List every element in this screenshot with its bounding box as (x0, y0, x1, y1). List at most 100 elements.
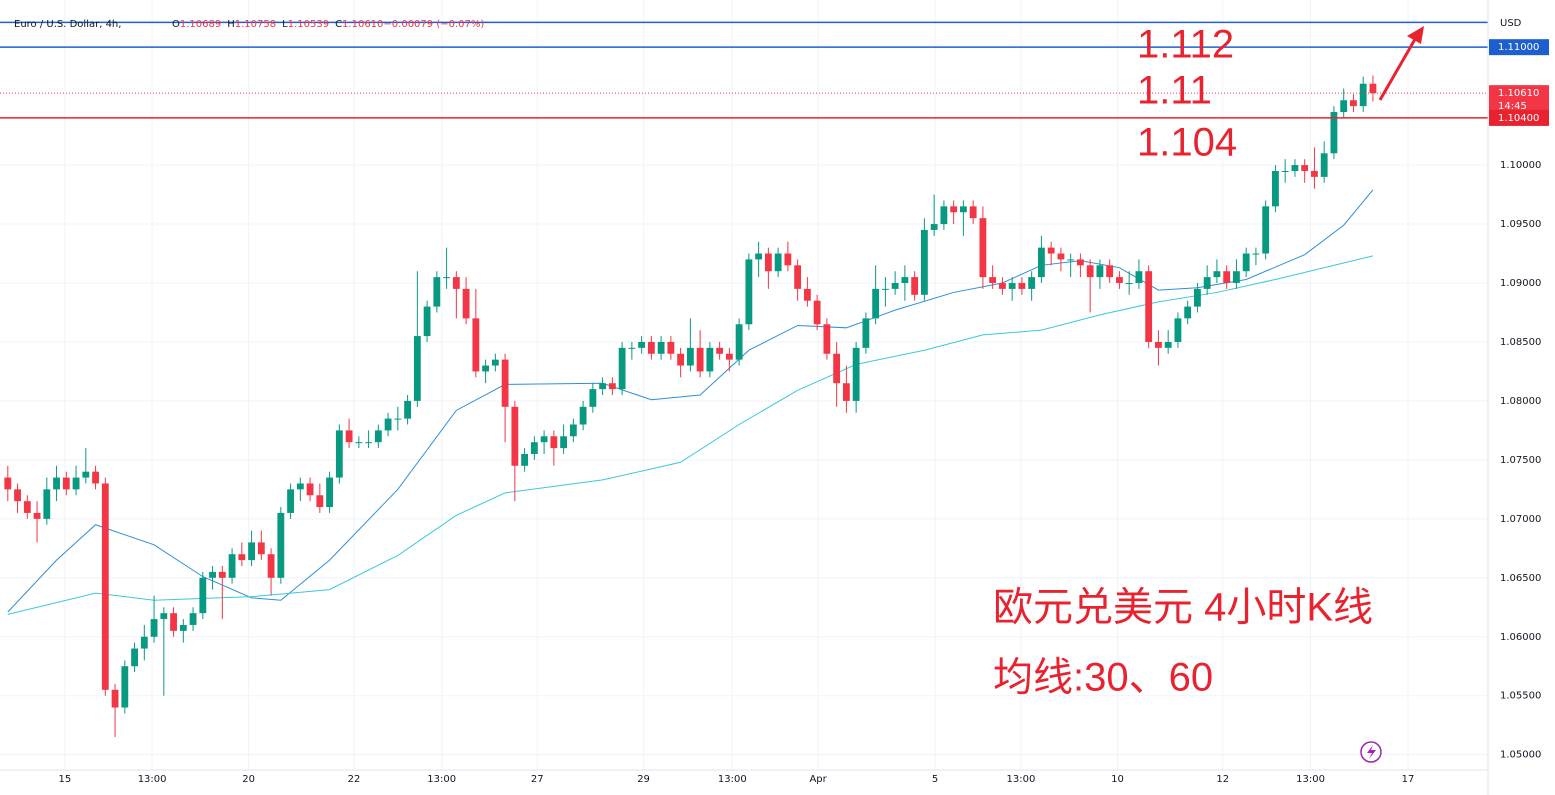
candle-body (82, 471, 90, 478)
candle-body (803, 288, 811, 301)
candle-body (1155, 341, 1162, 348)
candle-body (472, 318, 480, 372)
candle-body (150, 619, 158, 637)
y-tick-label: 1.08000 (1500, 396, 1541, 407)
candle-body (140, 636, 148, 649)
lightning-bolt (1367, 745, 1376, 759)
price-label-box (1489, 109, 1549, 126)
candle-body (355, 442, 363, 444)
price-label: 1.11000 (1498, 42, 1539, 53)
candle-body (1252, 253, 1260, 255)
candle-body (979, 218, 987, 278)
legend-key: L (282, 19, 288, 30)
candle-body (14, 489, 21, 502)
candle-body (833, 353, 841, 384)
candle-body (1047, 247, 1055, 254)
grid (0, 0, 1488, 770)
candle-body (940, 206, 948, 225)
candle-body (1242, 253, 1250, 272)
candle-body (306, 483, 314, 496)
x-tick-label: 29 (637, 774, 650, 785)
candle-body (725, 353, 733, 360)
candle-body (92, 471, 99, 484)
symbol-title: Euro / U.S. Dollar, 4h, (14, 19, 121, 30)
axes: 1.05000 1.05500 1.06000 1.06500 1.07000 1.075… (58, 39, 1549, 785)
price-label-box (1489, 39, 1549, 56)
candle-body (1086, 265, 1094, 278)
candle-body (657, 341, 665, 354)
candle-body (423, 306, 431, 337)
candle-body (43, 489, 51, 519)
candle-body (696, 347, 704, 372)
candle-body (111, 689, 119, 708)
legend-value: 1.10539 (288, 19, 329, 30)
candle-body (511, 406, 519, 466)
candle-body (199, 577, 207, 614)
moving-average-line (7, 255, 1374, 615)
candle-body (326, 477, 333, 508)
candle-body (1076, 259, 1084, 266)
candle-body (589, 389, 597, 407)
annotation: 1.104 (1137, 121, 1237, 165)
candle-body (257, 542, 265, 555)
candle-body (1106, 265, 1114, 278)
candle-body (550, 436, 558, 449)
candle-body (764, 253, 772, 272)
candle-body (901, 277, 909, 284)
last-price-box (1489, 85, 1549, 114)
x-tick-label: 22 (348, 774, 361, 785)
candle-body (218, 571, 226, 578)
candle-body (530, 442, 538, 454)
candle-body (433, 277, 441, 307)
candle-body (238, 554, 246, 561)
candle-body (784, 253, 792, 266)
candle-body (23, 501, 31, 513)
candle-body (1369, 83, 1377, 94)
candle-body (179, 624, 187, 631)
arrow-head (1407, 26, 1424, 44)
countdown-label: 14:45 (1498, 101, 1527, 112)
candle-body (569, 424, 577, 437)
candle-body (862, 318, 870, 348)
candle-body (1330, 112, 1338, 154)
candle-body (1057, 253, 1065, 260)
y-tick-label: 1.05500 (1500, 691, 1541, 702)
y-tick-label: 1.06000 (1500, 632, 1541, 643)
y-tick-label: 1.10000 (1500, 160, 1541, 171)
candle-body (628, 347, 636, 349)
legend-key: H (227, 19, 235, 30)
ohlc-legend: O1.10689 H1.10758 L1.10539 C1.10610−0.00079… (172, 19, 484, 30)
candle-body (394, 418, 402, 420)
candle-body (1291, 165, 1299, 171)
candle-body (618, 347, 626, 390)
candle-body (384, 418, 392, 431)
candle-body (72, 477, 80, 490)
candle-body (1116, 277, 1123, 284)
y-tick-label: 1.09500 (1500, 219, 1541, 230)
candle-body (1223, 271, 1231, 284)
candle-body (209, 571, 216, 578)
overlays (0, 21, 1488, 119)
candle-body (842, 383, 850, 401)
candle-body (1184, 306, 1192, 319)
candle-body (53, 477, 60, 490)
candle-body (1008, 283, 1016, 289)
legend-value: 1.10689 (180, 19, 221, 30)
candle-body (1311, 170, 1318, 177)
candle-body (462, 288, 470, 319)
candle-body (774, 253, 782, 272)
candle-body (920, 229, 928, 295)
legend-key: C (335, 19, 342, 30)
candle-body (735, 324, 743, 360)
candle-body (404, 400, 412, 419)
candle-body (491, 359, 499, 366)
x-tick-label: 15 (58, 774, 71, 785)
moving-average-line (7, 189, 1374, 613)
lightning-icon[interactable] (1360, 741, 1382, 763)
annotation: 欧元兑美元 4小时K线 (993, 586, 1373, 630)
candle-body (131, 648, 138, 667)
candle-body (452, 277, 460, 289)
candle-body (989, 277, 997, 284)
candle-body (1350, 100, 1357, 107)
candle-body (638, 341, 646, 348)
